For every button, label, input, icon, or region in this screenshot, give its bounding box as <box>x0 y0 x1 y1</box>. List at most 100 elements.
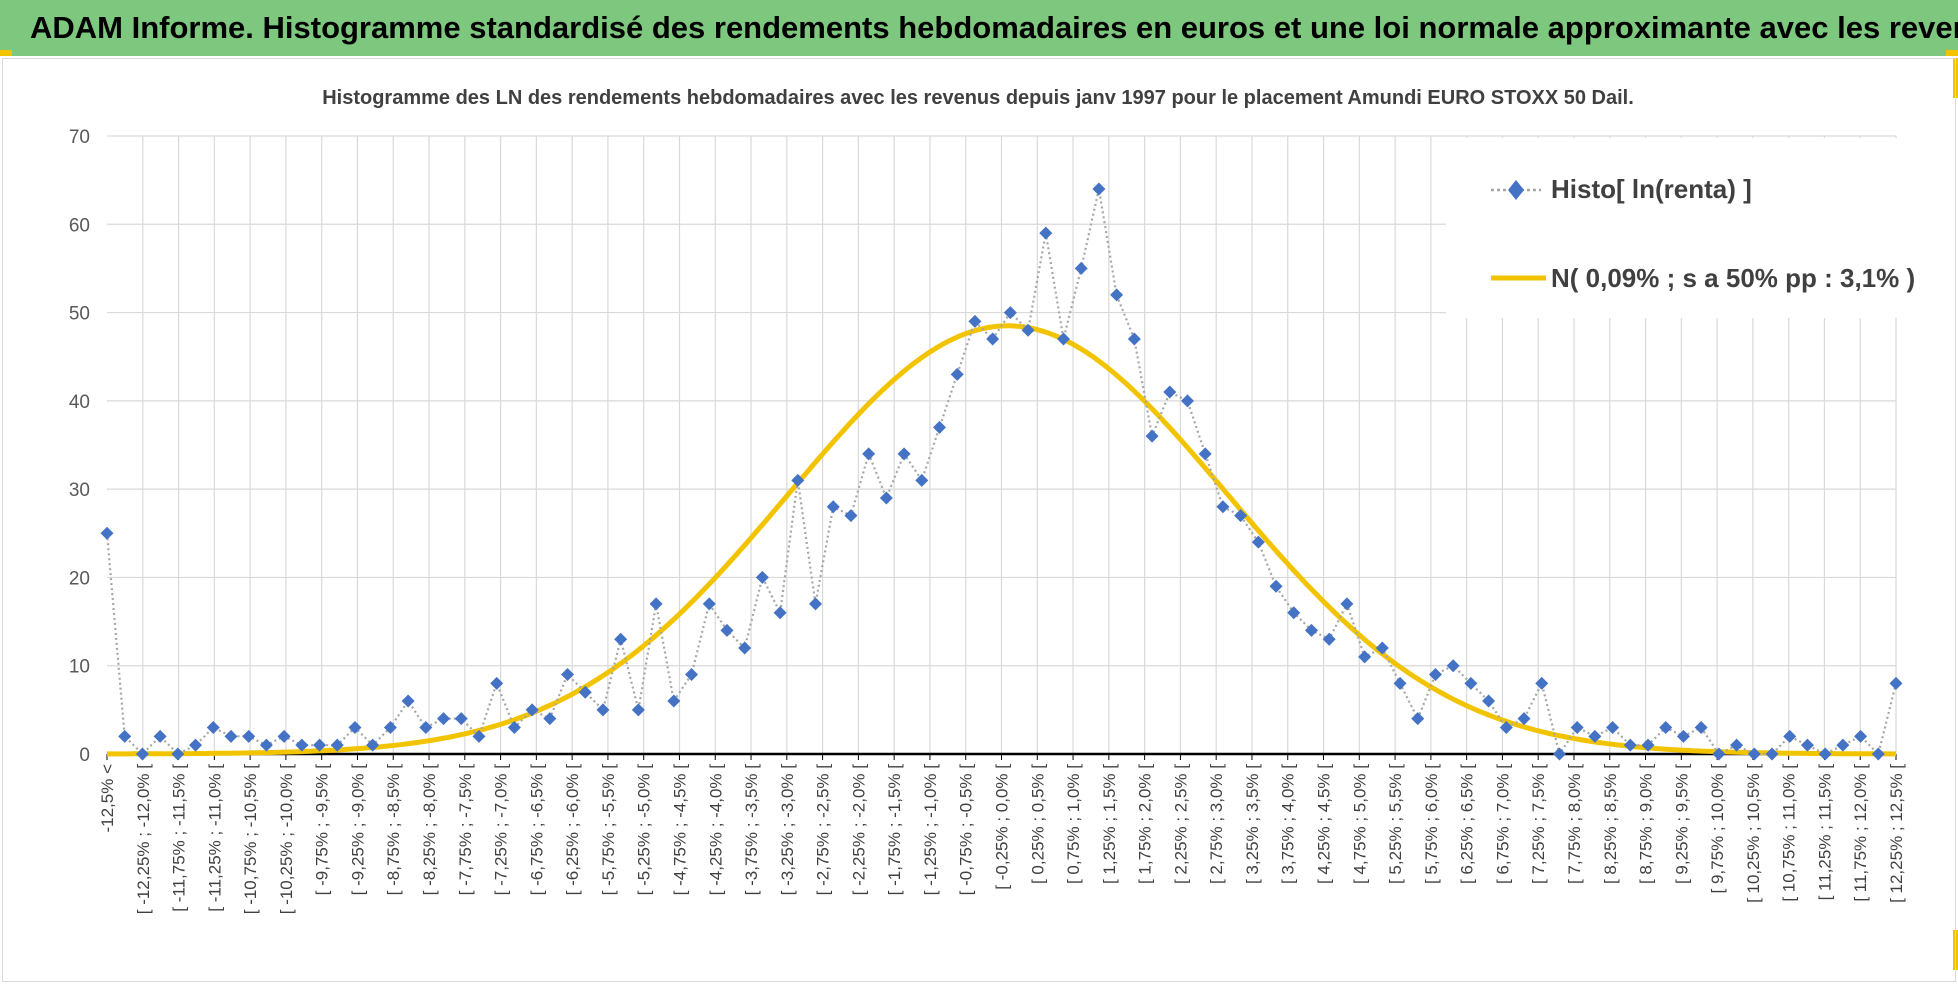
histogram-point <box>206 721 220 735</box>
x-tick-label: [ -9,25% ; -9,0% [ <box>348 764 367 896</box>
histogram-point <box>1340 597 1354 611</box>
x-tick-label: [ 6,75% ; 7,0% [ <box>1493 764 1512 884</box>
histogram-point <box>1446 659 1460 673</box>
histogram-point <box>1659 721 1673 735</box>
histogram-point <box>1747 747 1761 761</box>
histogram-point <box>1712 747 1726 761</box>
x-tick-label: [ 3,25% ; 3,5% [ <box>1243 764 1262 884</box>
x-tick-label: [ -4,25% ; -4,0% [ <box>706 764 725 896</box>
histogram-point <box>1535 676 1549 690</box>
histogram-point <box>986 332 1000 346</box>
histogram-point <box>419 721 433 735</box>
histogram-point <box>755 570 769 584</box>
histogram-point <box>1854 729 1868 743</box>
histogram-point <box>561 668 575 682</box>
x-tick-label: [ -3,25% ; -3,0% [ <box>778 764 797 896</box>
histogram-point <box>1110 288 1124 302</box>
x-tick-label: [ 4,75% ; 5,0% [ <box>1350 764 1369 884</box>
y-axis: 0 10 20 30 40 50 60 70 <box>69 127 90 766</box>
x-tick-label: [ -11,75% ; -11,5% [ <box>170 764 189 912</box>
chart-title: Histogramme des LN des rendements hebdom… <box>322 87 1634 109</box>
histogram-point <box>1517 712 1531 726</box>
x-tick-label: [ -8,75% ; -8,5% [ <box>384 764 403 896</box>
histogram-point <box>1216 500 1230 514</box>
x-tick-label: [ 6,25% ; 6,5% [ <box>1458 764 1477 884</box>
histogram-point <box>1482 694 1496 708</box>
x-tick-label: [ -2,25% ; -2,0% [ <box>849 764 868 896</box>
histogram-point <box>1428 668 1442 682</box>
legend-normal-label: N( 0,09% ; s a 50% pp : 3,1% ) <box>1551 263 1915 293</box>
histogram-point <box>454 712 468 726</box>
histogram-point <box>1322 632 1336 646</box>
histogram-point <box>667 694 681 708</box>
x-tick-label: [ -4,75% ; -4,5% [ <box>670 764 689 896</box>
histogram-point <box>348 721 362 735</box>
histogram-point <box>259 738 273 752</box>
histogram-point <box>171 747 185 761</box>
histogram-point <box>1552 747 1566 761</box>
histogram-point <box>1393 676 1407 690</box>
histogram-point <box>525 703 539 717</box>
histogram-point <box>1570 721 1584 735</box>
histogram-point <box>1836 738 1850 752</box>
histogram-series <box>100 182 1903 761</box>
histogram-point <box>1375 641 1389 655</box>
x-tick-label: [ 2,75% ; 3,0% [ <box>1207 764 1226 884</box>
histogram-point <box>330 738 344 752</box>
x-tick-label: [ 1,75% ; 2,0% [ <box>1136 764 1155 884</box>
histogram-point <box>224 729 238 743</box>
histogram-point <box>738 641 752 655</box>
histogram-point <box>295 738 309 752</box>
x-tick-label: [ 11,25% ; 11,5% [ <box>1815 764 1834 901</box>
histogram-point <box>1765 747 1779 761</box>
histogram-point <box>1021 323 1035 337</box>
chart-frame <box>2 58 1956 982</box>
histogram-point <box>437 712 451 726</box>
histogram-point <box>242 729 256 743</box>
histogram-point <box>1092 182 1106 196</box>
x-tick-label: [ -3,75% ; -3,5% [ <box>742 764 761 896</box>
x-tick-label: [ -11,25% ; -11,0% [ <box>205 764 224 912</box>
x-tick-label: [ 8,25% ; 8,5% [ <box>1601 764 1620 884</box>
x-tick-label: [ 0,75% ; 1,0% [ <box>1064 764 1083 884</box>
histogram-point <box>596 703 610 717</box>
y-tick-label: 70 <box>69 127 90 148</box>
histogram-point <box>1269 579 1283 593</box>
legend-histo-label: Histo[ ln(renta) ] <box>1551 174 1752 204</box>
histogram-point <box>1818 747 1832 761</box>
histogram-point <box>401 694 415 708</box>
histogram-point <box>809 597 823 611</box>
histogram-point <box>702 597 716 611</box>
x-tick-label: [ 7,75% ; 8,0% [ <box>1565 764 1584 884</box>
histogram-point <box>1127 332 1141 346</box>
histogram-point <box>791 473 805 487</box>
histogram-point <box>649 597 663 611</box>
histogram-point <box>685 668 699 682</box>
x-tick-label: [ -2,75% ; -2,5% [ <box>814 764 833 896</box>
histogram-point <box>1198 447 1212 461</box>
histogram-point <box>1039 226 1053 240</box>
histogram-point <box>507 721 521 735</box>
x-tick-label: [ -10,25% ; -10,0% [ <box>277 764 296 915</box>
x-tick-label: [ 9,75% ; 10,0% [ <box>1708 764 1727 894</box>
legend: Histo[ ln(renta) ] N( 0,09% ; s a 50% pp… <box>1491 174 1915 293</box>
histogram-point <box>897 447 911 461</box>
y-tick-label: 40 <box>69 392 90 413</box>
histogram-point <box>118 729 132 743</box>
histogram-point <box>383 721 397 735</box>
histogram-point <box>1056 332 1070 346</box>
histogram-point <box>1871 747 1885 761</box>
histogram-point <box>826 500 840 514</box>
x-tick-label: [ -6,25% ; -6,0% [ <box>563 764 582 896</box>
histogram-point <box>950 367 964 381</box>
x-tick-label: [ -5,25% ; -5,0% [ <box>635 764 654 896</box>
x-tick-label: [ -0,75% ; -0,5% [ <box>957 764 976 896</box>
histogram-point <box>614 632 628 646</box>
x-tick-label: [ 10,75% ; 11,0% [ <box>1780 764 1799 902</box>
x-tick-label: [ 4,25% ; 4,5% [ <box>1315 764 1334 884</box>
histogram-point <box>189 738 203 752</box>
histogram-point <box>153 729 167 743</box>
histogram-point <box>1641 738 1655 752</box>
histogram-point <box>1694 721 1708 735</box>
